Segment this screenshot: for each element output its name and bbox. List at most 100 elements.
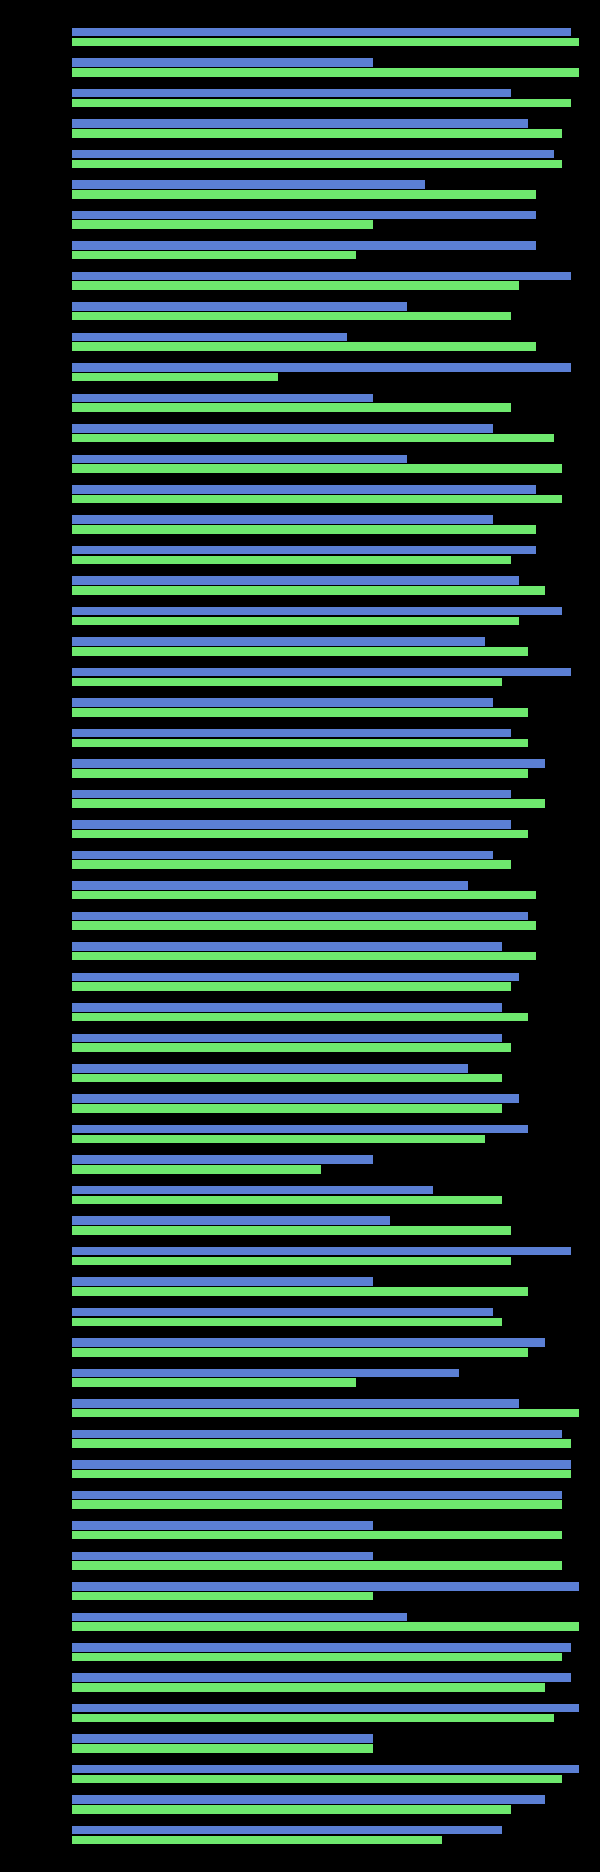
Bar: [72, 882, 467, 889]
Bar: [72, 393, 373, 402]
Bar: [72, 1256, 511, 1265]
Bar: [72, 1591, 373, 1601]
Bar: [72, 1552, 373, 1559]
Bar: [72, 891, 536, 899]
Bar: [72, 799, 545, 809]
Bar: [72, 281, 519, 290]
Bar: [72, 1582, 580, 1591]
Bar: [72, 739, 528, 747]
Bar: [72, 1043, 511, 1052]
Bar: [72, 241, 536, 249]
Bar: [72, 1155, 373, 1164]
Bar: [72, 547, 536, 554]
Bar: [72, 668, 571, 676]
Bar: [72, 425, 493, 432]
Bar: [72, 1490, 562, 1499]
Bar: [72, 343, 536, 350]
Bar: [72, 485, 536, 494]
Bar: [72, 1745, 373, 1752]
Bar: [72, 301, 407, 311]
Bar: [72, 1033, 502, 1043]
Bar: [72, 1338, 545, 1346]
Bar: [72, 820, 511, 829]
Bar: [72, 1185, 433, 1194]
Bar: [72, 769, 528, 777]
Bar: [72, 150, 554, 159]
Bar: [72, 58, 373, 67]
Bar: [72, 1775, 562, 1784]
Bar: [72, 464, 562, 474]
Bar: [72, 1075, 502, 1082]
Bar: [72, 1288, 528, 1295]
Bar: [72, 1410, 580, 1417]
Bar: [72, 363, 571, 373]
Bar: [72, 1398, 519, 1408]
Bar: [72, 1378, 356, 1387]
Bar: [72, 221, 373, 228]
Bar: [72, 790, 511, 797]
Bar: [72, 526, 536, 534]
Bar: [72, 678, 502, 687]
Bar: [72, 180, 425, 189]
Bar: [72, 942, 502, 951]
Bar: [72, 636, 485, 646]
Bar: [72, 1125, 528, 1133]
Bar: [72, 129, 562, 137]
Bar: [72, 1247, 571, 1256]
Bar: [72, 648, 528, 655]
Bar: [72, 912, 528, 921]
Bar: [72, 1836, 442, 1844]
Bar: [72, 1653, 562, 1660]
Bar: [72, 515, 493, 524]
Bar: [72, 159, 562, 168]
Bar: [72, 402, 511, 412]
Bar: [72, 1134, 485, 1144]
Bar: [72, 1683, 545, 1692]
Bar: [72, 99, 571, 107]
Bar: [72, 1003, 502, 1011]
Bar: [72, 1430, 562, 1438]
Bar: [72, 28, 571, 36]
Bar: [72, 1561, 562, 1571]
Bar: [72, 1460, 571, 1470]
Bar: [72, 577, 519, 584]
Bar: [72, 1226, 511, 1236]
Bar: [72, 455, 407, 462]
Bar: [72, 494, 562, 504]
Bar: [72, 189, 536, 198]
Bar: [72, 1612, 407, 1621]
Bar: [72, 861, 511, 869]
Bar: [72, 1623, 580, 1631]
Bar: [72, 728, 511, 738]
Bar: [72, 586, 545, 595]
Bar: [72, 271, 571, 281]
Bar: [72, 1795, 545, 1805]
Bar: [72, 1713, 554, 1722]
Bar: [72, 212, 536, 219]
Bar: [72, 1531, 562, 1539]
Bar: [72, 973, 519, 981]
Bar: [72, 850, 493, 859]
Bar: [72, 698, 493, 708]
Bar: [72, 1104, 502, 1112]
Bar: [72, 434, 554, 442]
Bar: [72, 760, 545, 768]
Bar: [72, 983, 511, 990]
Bar: [72, 616, 519, 625]
Bar: [72, 313, 511, 320]
Bar: [72, 1499, 562, 1509]
Bar: [72, 1309, 493, 1316]
Bar: [72, 1063, 467, 1073]
Bar: [72, 1217, 390, 1224]
Bar: [72, 37, 580, 47]
Bar: [72, 1522, 373, 1529]
Bar: [72, 1348, 528, 1357]
Bar: [72, 1644, 571, 1651]
Bar: [72, 607, 562, 616]
Bar: [72, 1825, 502, 1835]
Bar: [72, 1805, 511, 1814]
Bar: [72, 1368, 459, 1378]
Bar: [72, 1704, 580, 1713]
Bar: [72, 1277, 373, 1286]
Bar: [72, 1318, 502, 1325]
